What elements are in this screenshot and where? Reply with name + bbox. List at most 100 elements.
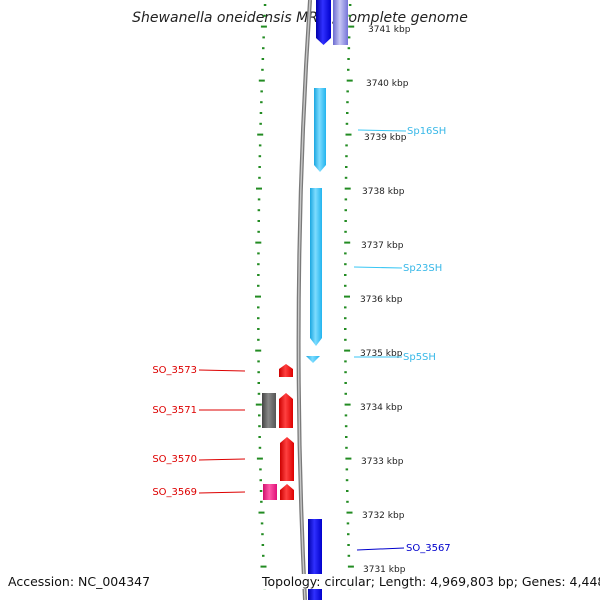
left-tick xyxy=(259,468,262,471)
left-tick xyxy=(257,198,261,201)
left-tick xyxy=(259,479,262,482)
right-tick xyxy=(344,328,347,330)
label-so-3571[interactable]: SO_3571 xyxy=(152,405,197,416)
gene-so-3569-misc[interactable] xyxy=(263,484,277,500)
left-tick xyxy=(255,295,261,298)
scale-label: 3735 kbp xyxy=(360,349,403,359)
scale-label: 3739 kbp xyxy=(364,133,407,143)
left-tick xyxy=(258,155,262,158)
label-sp16sh[interactable]: Sp16SH xyxy=(407,126,446,137)
left-tick xyxy=(258,425,261,428)
left-tick xyxy=(258,144,262,147)
right-tick xyxy=(344,241,351,244)
right-tick xyxy=(344,382,347,384)
gene-so-3570[interactable] xyxy=(280,437,294,481)
left-tick xyxy=(258,511,265,514)
left-tick xyxy=(258,176,261,179)
right-tick xyxy=(344,371,347,374)
right-tick xyxy=(347,36,351,39)
gene-so-3571-pseudo[interactable] xyxy=(262,393,276,428)
right-tick xyxy=(348,14,351,17)
leader-so-3569 xyxy=(198,491,246,494)
right-tick xyxy=(345,144,348,147)
right-tick xyxy=(344,220,347,222)
right-tick xyxy=(344,187,351,190)
left-tick xyxy=(261,58,265,60)
right-tick xyxy=(347,47,351,50)
left-tick xyxy=(257,306,260,309)
left-tick xyxy=(257,360,260,363)
rna-sp16sh[interactable] xyxy=(314,88,326,172)
right-tick xyxy=(344,414,348,417)
left-tick xyxy=(257,317,260,320)
label-so-3569[interactable]: SO_3569 xyxy=(152,487,197,498)
right-tick xyxy=(344,198,348,201)
scale-label: 3732 kbp xyxy=(362,511,405,521)
leader-so-3570 xyxy=(198,458,246,461)
right-tick xyxy=(344,274,347,276)
right-tick xyxy=(346,522,350,525)
left-tick xyxy=(256,457,263,460)
right-tick xyxy=(345,446,348,449)
right-tick xyxy=(348,25,355,28)
right-tick xyxy=(348,4,352,6)
left-tick xyxy=(258,436,261,438)
left-tick xyxy=(263,14,266,17)
left-tick xyxy=(255,241,262,244)
label-so-3567[interactable]: SO_3567 xyxy=(406,543,451,554)
left-tick xyxy=(258,414,261,417)
left-tick xyxy=(262,554,265,557)
scale-label: 3741 kbp xyxy=(368,25,411,35)
gene-so-3571[interactable] xyxy=(279,393,293,428)
gene-top-blue[interactable] xyxy=(316,0,331,45)
left-tick xyxy=(257,371,260,374)
left-tick xyxy=(257,133,264,136)
left-tick xyxy=(257,338,260,341)
rna-sp23sh[interactable] xyxy=(310,188,322,346)
right-tick xyxy=(344,306,347,309)
right-tick xyxy=(345,468,349,471)
left-tick xyxy=(260,522,264,525)
right-tick xyxy=(344,349,351,352)
right-tick xyxy=(345,122,349,125)
right-tick xyxy=(347,565,354,568)
right-tick xyxy=(347,544,350,546)
left-tick xyxy=(257,328,260,330)
left-tick xyxy=(257,252,260,255)
genome-backbone-highlight xyxy=(297,0,311,600)
right-tick xyxy=(344,295,350,298)
label-so-3570[interactable]: SO_3570 xyxy=(152,454,197,465)
gene-so-3569[interactable] xyxy=(280,484,294,500)
right-tick xyxy=(346,112,349,114)
left-tick xyxy=(257,230,260,233)
left-tick xyxy=(257,274,260,276)
right-tick xyxy=(344,360,347,363)
right-tick xyxy=(346,90,349,93)
left-tick xyxy=(263,4,267,6)
left-tick xyxy=(261,68,264,71)
right-tick xyxy=(347,554,351,557)
left-tick xyxy=(257,392,261,395)
right-tick xyxy=(344,317,347,320)
right-tick xyxy=(345,166,348,168)
label-sp5sh[interactable]: Sp5SH xyxy=(403,352,436,363)
left-tick xyxy=(257,220,260,222)
gene-top-light-blue[interactable] xyxy=(333,0,348,45)
scale-label: 3736 kbp xyxy=(360,295,403,305)
label-sp23sh[interactable]: Sp23SH xyxy=(403,263,442,274)
gene-so-3573[interactable] xyxy=(279,364,293,377)
right-tick xyxy=(345,155,348,158)
right-tick xyxy=(345,479,349,482)
left-tick xyxy=(260,25,267,28)
right-tick xyxy=(344,176,348,179)
left-tick xyxy=(259,122,262,125)
left-tick xyxy=(260,90,263,93)
rna-sp5sh[interactable] xyxy=(306,356,320,363)
label-so-3573[interactable]: SO_3573 xyxy=(152,365,197,376)
left-tick-ring xyxy=(255,4,267,590)
left-tick xyxy=(258,166,261,168)
scale-label: 3731 kbp xyxy=(363,565,406,575)
right-tick xyxy=(344,338,347,341)
left-tick xyxy=(262,47,265,50)
leader-so-3567 xyxy=(356,547,405,551)
